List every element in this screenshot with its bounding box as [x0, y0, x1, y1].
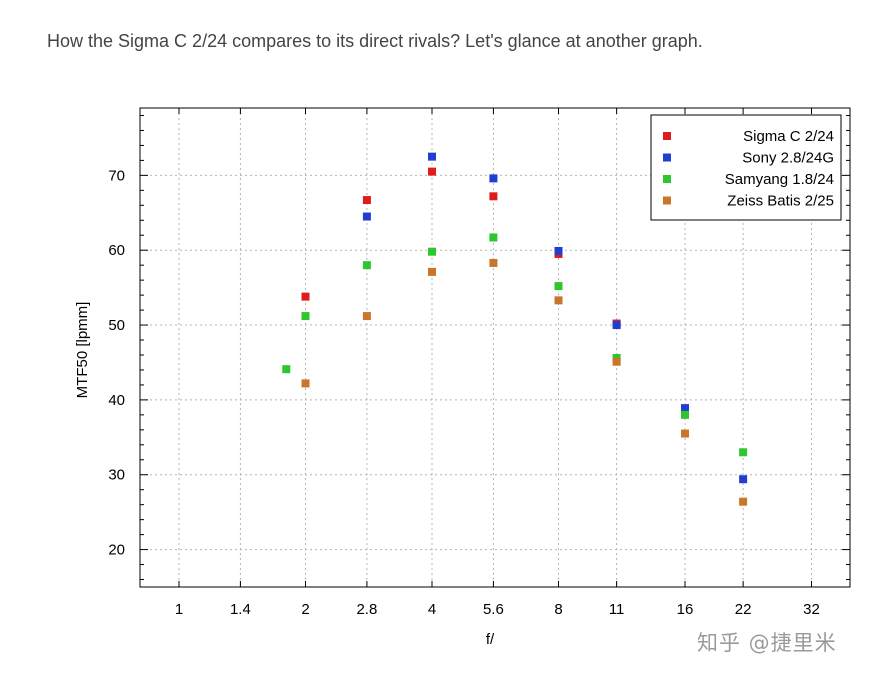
y-tick-label: 50	[108, 317, 125, 334]
y-tick-label: 70	[108, 167, 125, 184]
axis-ticks	[140, 108, 850, 587]
data-point-series-3	[681, 429, 689, 438]
data-point-series-3	[554, 296, 563, 305]
legend-marker	[663, 153, 671, 162]
data-point-series-0	[301, 292, 310, 301]
x-tick-label: 4	[428, 601, 436, 618]
x-tick-label: 1	[175, 601, 183, 618]
x-tick-label: 5.6	[483, 601, 504, 618]
data-point-series-3	[489, 258, 498, 267]
data-point-series-2	[362, 261, 371, 270]
y-tick-label: 60	[108, 242, 125, 259]
x-tick-label: 16	[677, 601, 694, 618]
x-tick-label: 2	[301, 601, 309, 618]
data-point-series-0	[428, 167, 436, 176]
legend-label: Sony 2.8/24G	[742, 150, 834, 167]
y-tick-label: 20	[108, 542, 125, 559]
data-point-series-1	[554, 246, 563, 255]
data-points	[282, 152, 748, 506]
legend-marker	[663, 196, 671, 205]
x-tick-labels: 1 1.4 2 2.8 4 5.6 8 11 16 22 32	[175, 601, 820, 618]
x-tick-label: 32	[803, 601, 820, 618]
intro-text: How the Sigma C 2/24 compares to its dir…	[47, 31, 703, 51]
y-tick-label: 40	[108, 392, 125, 409]
plot-frame	[139, 107, 851, 588]
data-point-series-1	[489, 174, 498, 183]
y-tick-label: 30	[108, 467, 125, 484]
data-point-series-0	[362, 196, 371, 205]
x-tick-label: 1.4	[230, 601, 251, 618]
data-point-series-1	[681, 404, 689, 413]
data-point-series-1	[739, 475, 748, 484]
x-tick-label: 11	[609, 601, 625, 618]
y-axis-label: MTF50 [lpmm]	[74, 302, 91, 399]
data-point-series-1	[612, 321, 621, 330]
legend-label: Sigma C 2/24	[743, 128, 834, 145]
legend: Sigma C 2/24 Sony 2.8/24G Samyang 1.8/24 Ze…	[650, 114, 842, 221]
data-point-series-2	[554, 282, 563, 291]
legend-label: Samyang 1.8/24	[725, 171, 834, 188]
data-point-series-2	[428, 247, 436, 256]
legend-marker	[663, 132, 671, 140]
data-point-series-3	[362, 312, 371, 321]
data-point-series-3	[301, 379, 310, 388]
x-tick-label: 8	[554, 601, 562, 618]
data-point-series-3	[739, 497, 748, 506]
watermark: 知乎 @捷里米	[697, 631, 837, 655]
data-point-series-2	[301, 312, 310, 321]
x-tick-label: 2.8	[356, 601, 377, 618]
data-point-series-2	[739, 448, 748, 457]
data-point-series-1	[428, 152, 436, 161]
data-point-series-0	[489, 192, 498, 201]
legend-label: Zeiss Batis 2/25	[727, 193, 834, 210]
data-point-series-2	[282, 365, 291, 374]
data-point-series-3	[428, 267, 436, 276]
data-point-series-3	[612, 357, 621, 366]
data-point-series-1	[362, 212, 371, 221]
y-tick-labels: 20 30 40 50 60 70	[108, 167, 125, 558]
legend-box	[650, 114, 842, 221]
data-point-series-2	[489, 233, 498, 242]
data-point-series-2	[681, 410, 689, 419]
x-axis-label: f/	[486, 631, 495, 648]
x-tick-label: 22	[735, 601, 752, 618]
legend-marker	[663, 175, 671, 183]
